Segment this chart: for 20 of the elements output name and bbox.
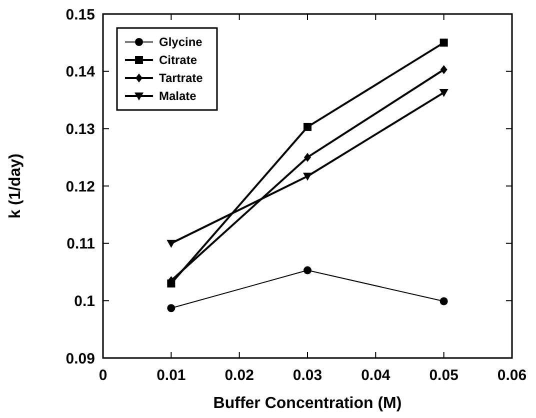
x-tick-label: 0.01 <box>156 367 186 384</box>
y-tick-label: 0.09 <box>66 350 95 368</box>
x-tick-label: 0.02 <box>224 367 254 384</box>
y-axis-title: k (1/day) <box>7 154 24 218</box>
y-tick-label: 0.12 <box>66 178 95 196</box>
x-tick-label: 0.04 <box>361 367 391 384</box>
y-tick-label: 0.1 <box>74 292 95 310</box>
y-tick-label: 0.13 <box>66 120 95 138</box>
y-tick-label: 0.15 <box>66 6 95 24</box>
legend-label: Tartrate <box>159 71 204 86</box>
y-tick-label: 0.11 <box>66 236 95 253</box>
x-tick-label: 0.05 <box>429 367 458 384</box>
x-axis-title: Buffer Concentration (M) <box>213 395 402 412</box>
legend-label: Citrate <box>159 53 198 68</box>
legend-label: Glycine <box>159 35 203 50</box>
y-tick-label: 0.14 <box>66 64 96 81</box>
x-tick-label: 0.03 <box>292 367 322 384</box>
legend-label: Malate <box>159 89 197 104</box>
x-tick-label: 0.06 <box>497 367 527 384</box>
x-tick-label: 0 <box>98 367 108 384</box>
